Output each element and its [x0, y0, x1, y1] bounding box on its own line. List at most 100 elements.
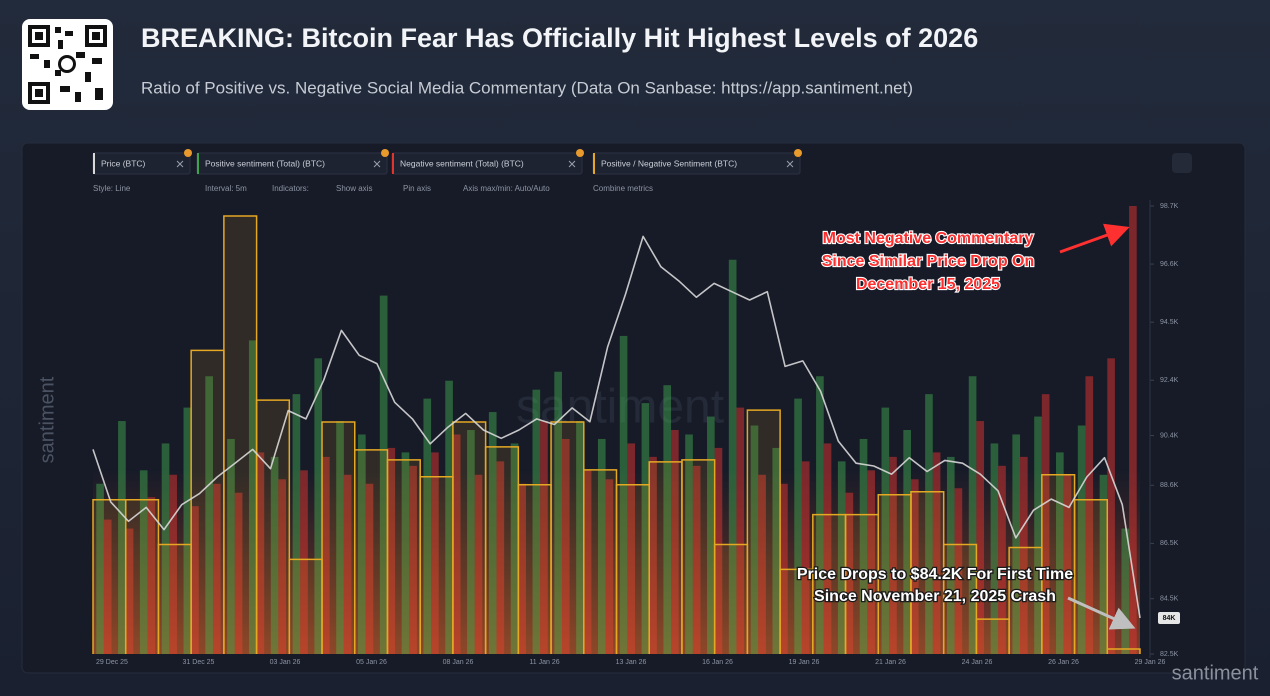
ratio-step	[1106, 648, 1141, 654]
negative-bar	[540, 421, 548, 654]
ratio-step	[190, 349, 225, 654]
positive-bar	[946, 456, 955, 654]
negative-bar	[147, 497, 156, 654]
ratio-step	[386, 459, 421, 654]
negative-bar	[365, 483, 374, 654]
positive-bar	[467, 430, 475, 654]
toolbar-option[interactable]: Combine metrics	[593, 184, 653, 193]
positive-bar	[968, 376, 977, 654]
positive-bar	[1099, 474, 1108, 654]
close-icon[interactable]	[568, 160, 576, 168]
positive-bar	[401, 452, 410, 654]
positive-bar	[925, 394, 933, 654]
negative-bar	[932, 452, 941, 654]
positive-bar	[750, 425, 759, 654]
plot: 98.7K 96.6K 94.5K 92.4K 90.4K 88.6K 86.5K 84.5K…	[92, 200, 1180, 666]
negative-bar	[518, 483, 526, 654]
positive-bar	[794, 398, 802, 654]
positive-bar	[205, 376, 213, 654]
positive-bar	[597, 438, 606, 654]
ratio-step	[648, 461, 683, 654]
negative-bar	[343, 474, 352, 654]
toolbar-option[interactable]: Interval: 5m	[205, 184, 247, 193]
positive-bar	[619, 335, 628, 654]
settings-button[interactable]	[1172, 153, 1192, 173]
toolbar-option[interactable]: Pin axis	[403, 184, 431, 193]
ratio-step	[942, 543, 978, 654]
positive-bar	[118, 421, 126, 654]
metric-badge	[184, 149, 192, 157]
y-tick-label: 98.7K	[1160, 203, 1179, 210]
x-tick-label: 08 Jan 26	[443, 659, 474, 666]
ratio-step	[484, 446, 520, 654]
negative-bar	[976, 421, 985, 654]
ratio-step	[124, 498, 160, 654]
close-icon[interactable]	[373, 160, 381, 168]
negative-bar	[867, 470, 875, 654]
positive-bar	[96, 483, 104, 654]
x-tick-label: 26 Jan 26	[1048, 659, 1079, 666]
negative-bar	[1129, 206, 1137, 654]
positive-bar	[990, 443, 999, 654]
toolbar: Style: Line Interval: 5m Indicators: Show a…	[93, 184, 653, 193]
positive-bar	[903, 430, 911, 654]
ratio-step	[157, 543, 192, 654]
negative-bar	[278, 479, 287, 654]
negative-bar	[714, 447, 723, 654]
toolbar-option[interactable]: Show axis	[336, 184, 372, 193]
negative-bar	[300, 470, 308, 654]
annotation-text: Most Negative Commentary	[823, 230, 1034, 247]
negative-bar	[605, 479, 614, 654]
metric-color	[197, 153, 199, 174]
negative-bar	[1063, 474, 1072, 654]
negative-bar	[1107, 358, 1115, 654]
x-tick-label: 05 Jan 26	[356, 659, 387, 666]
positive-bar	[358, 434, 366, 654]
positive-bar	[532, 389, 541, 654]
annotation-text: Price Drops to $84.2K For First Time	[797, 566, 1073, 583]
metric-tabs: Price (BTC) Positive sentiment (Total) (B…	[92, 149, 802, 175]
ratio-step	[255, 399, 291, 654]
positive-bar	[248, 340, 257, 654]
ratio-step	[746, 409, 781, 654]
negative-bar	[474, 474, 483, 654]
negative-bar	[234, 492, 243, 654]
ratio-step	[975, 618, 1010, 654]
y-tick-label: 92.4K	[1160, 377, 1179, 384]
negative-bar	[736, 407, 745, 654]
negative-bar	[758, 474, 766, 654]
metric-badge	[794, 149, 802, 157]
annotation-arrow	[1067, 596, 1136, 630]
ratio-step	[583, 469, 618, 654]
close-icon[interactable]	[176, 160, 184, 168]
negative-bar	[125, 528, 134, 654]
negative-bar	[649, 456, 657, 654]
price-tag-bg	[1158, 612, 1180, 625]
toolbar-option[interactable]: Indicators:	[272, 184, 309, 193]
close-icon[interactable]	[786, 160, 794, 168]
positive-bar	[576, 421, 584, 654]
y-tick-label: 88.6K	[1160, 482, 1179, 489]
metric-color	[93, 153, 95, 174]
positive-bar	[423, 398, 432, 654]
positive-bar	[1012, 434, 1021, 654]
y-tick-label: 90.4K	[1160, 432, 1179, 439]
headline: BREAKING: Bitcoin Fear Has Officially Hi…	[141, 23, 978, 53]
annotation-text: Since Similar Price Drop On	[822, 253, 1035, 270]
negative-bar	[409, 465, 417, 654]
subtitle: Ratio of Positive vs. Negative Social Me…	[141, 78, 913, 97]
negative-bar	[1020, 456, 1028, 654]
x-tick-label: 03 Jan 26	[270, 659, 301, 666]
toolbar-option[interactable]: Style: Line	[93, 184, 131, 193]
toolbar-option[interactable]: Axis max/min: Auto/Auto	[463, 184, 550, 193]
x-tick-label: 13 Jan 26	[616, 659, 647, 666]
x-tick-label: 29 Dec 25	[96, 659, 128, 666]
ratio-step	[681, 459, 716, 654]
positive-bar	[336, 421, 344, 654]
x-tick-label: 29 Jan 26	[1135, 659, 1166, 666]
positive-bar	[270, 456, 279, 654]
positive-bar	[510, 443, 519, 654]
metric-badge	[576, 149, 584, 157]
side-watermark: santiment	[36, 376, 58, 463]
price-line	[92, 235, 1141, 619]
